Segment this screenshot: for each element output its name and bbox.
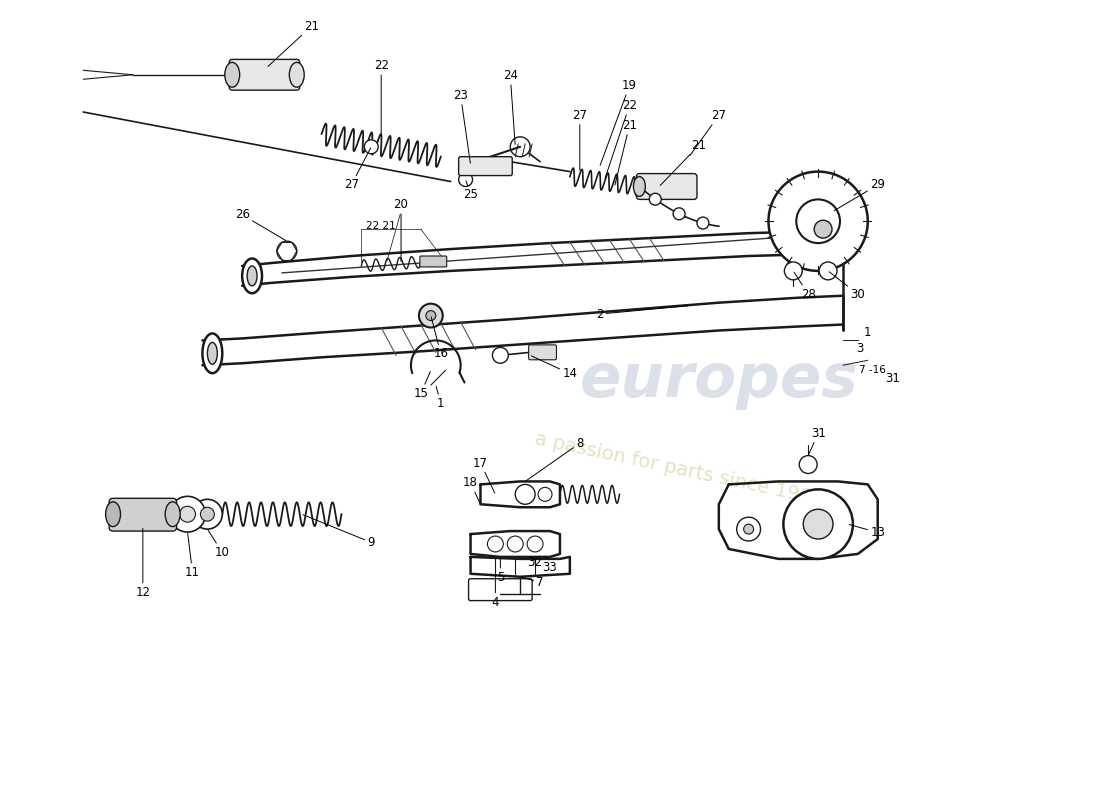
- Circle shape: [783, 490, 852, 559]
- Text: 2: 2: [596, 306, 688, 321]
- Ellipse shape: [165, 502, 180, 526]
- Circle shape: [800, 456, 817, 474]
- Text: 32: 32: [528, 556, 542, 569]
- Circle shape: [493, 347, 508, 363]
- Text: 30: 30: [829, 272, 866, 301]
- Circle shape: [527, 536, 543, 552]
- Circle shape: [169, 496, 206, 532]
- Text: 3: 3: [856, 342, 864, 355]
- Text: 27: 27: [572, 109, 587, 170]
- Text: 22: 22: [374, 59, 388, 135]
- Text: 19: 19: [601, 79, 637, 166]
- Text: 31: 31: [886, 372, 900, 385]
- Ellipse shape: [248, 266, 257, 286]
- Circle shape: [673, 208, 685, 220]
- Ellipse shape: [106, 502, 121, 526]
- Ellipse shape: [224, 62, 240, 87]
- Text: 15: 15: [414, 371, 430, 400]
- Ellipse shape: [289, 62, 305, 87]
- Text: 21: 21: [615, 119, 637, 185]
- Text: 7: 7: [521, 576, 543, 589]
- Text: 14: 14: [531, 356, 578, 380]
- Text: 9: 9: [302, 514, 375, 549]
- Circle shape: [820, 262, 837, 280]
- Text: 29: 29: [834, 178, 886, 210]
- Text: 4: 4: [492, 575, 499, 609]
- Circle shape: [697, 217, 708, 229]
- Text: 28: 28: [794, 272, 815, 301]
- FancyBboxPatch shape: [109, 498, 177, 531]
- Circle shape: [487, 536, 504, 552]
- Text: 22: 22: [605, 99, 637, 178]
- Circle shape: [814, 220, 832, 238]
- Circle shape: [459, 173, 473, 186]
- Circle shape: [784, 262, 802, 280]
- Text: 27: 27: [690, 109, 726, 155]
- FancyBboxPatch shape: [229, 59, 299, 90]
- Circle shape: [200, 507, 214, 521]
- FancyBboxPatch shape: [469, 578, 532, 601]
- Circle shape: [419, 304, 442, 327]
- Text: 17: 17: [473, 457, 495, 493]
- Text: 33: 33: [542, 557, 558, 574]
- Circle shape: [364, 140, 378, 154]
- Text: 1: 1: [864, 326, 871, 339]
- Circle shape: [796, 199, 840, 243]
- Ellipse shape: [208, 342, 218, 364]
- Text: 12: 12: [135, 529, 151, 598]
- FancyBboxPatch shape: [529, 345, 557, 360]
- Text: 21: 21: [660, 138, 706, 186]
- Circle shape: [803, 510, 833, 539]
- Text: 31: 31: [808, 426, 826, 454]
- Text: 20: 20: [394, 198, 408, 262]
- Text: a passion for parts since 1985: a passion for parts since 1985: [532, 430, 825, 510]
- FancyBboxPatch shape: [459, 157, 513, 175]
- Circle shape: [277, 241, 297, 261]
- Text: 23: 23: [453, 89, 471, 163]
- Text: 16: 16: [431, 317, 449, 360]
- Circle shape: [426, 310, 436, 321]
- Text: 18: 18: [463, 476, 480, 503]
- Text: 24: 24: [503, 70, 518, 144]
- Circle shape: [507, 536, 524, 552]
- Circle shape: [737, 517, 760, 541]
- Text: 1: 1: [437, 386, 444, 410]
- FancyBboxPatch shape: [420, 256, 447, 267]
- Text: 22 21: 22 21: [366, 222, 396, 231]
- Text: 26: 26: [234, 208, 286, 241]
- Ellipse shape: [634, 177, 646, 197]
- FancyBboxPatch shape: [637, 174, 697, 199]
- Circle shape: [510, 137, 530, 157]
- Text: 27: 27: [344, 148, 371, 191]
- Text: 21: 21: [268, 19, 319, 66]
- Text: 10: 10: [208, 530, 230, 559]
- Circle shape: [179, 506, 196, 522]
- Text: europes: europes: [580, 350, 858, 410]
- Text: 7 -16: 7 -16: [859, 366, 887, 375]
- Ellipse shape: [202, 334, 222, 373]
- Ellipse shape: [242, 258, 262, 294]
- Circle shape: [769, 171, 868, 271]
- Text: 11: 11: [185, 534, 200, 578]
- Text: 25: 25: [463, 181, 478, 202]
- Text: 5: 5: [497, 558, 504, 584]
- Circle shape: [538, 487, 552, 502]
- Text: 8: 8: [526, 437, 583, 481]
- Circle shape: [744, 524, 754, 534]
- Circle shape: [192, 499, 222, 529]
- Circle shape: [515, 485, 535, 504]
- Circle shape: [649, 194, 661, 205]
- Text: 13: 13: [849, 525, 886, 539]
